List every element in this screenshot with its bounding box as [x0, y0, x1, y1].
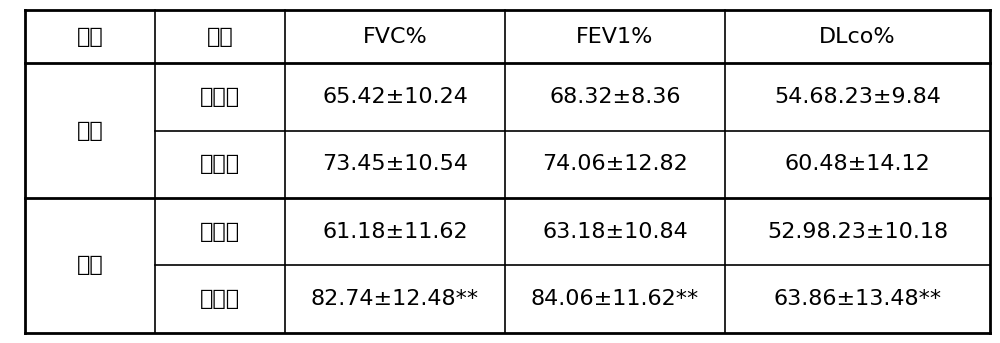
- Text: 82.74±12.48**: 82.74±12.48**: [311, 289, 479, 309]
- Text: 治疗后: 治疗后: [200, 154, 240, 175]
- Text: 63.18±10.84: 63.18±10.84: [542, 222, 688, 242]
- Text: DLco%: DLco%: [819, 27, 896, 47]
- Text: 组别: 组别: [77, 27, 103, 47]
- Text: 时间: 时间: [207, 27, 233, 47]
- Text: FVC%: FVC%: [363, 27, 427, 47]
- Text: 治疗前: 治疗前: [200, 222, 240, 242]
- Text: 63.86±13.48**: 63.86±13.48**: [773, 289, 942, 309]
- Text: 65.42±10.24: 65.42±10.24: [322, 87, 468, 107]
- Text: 52.98.23±10.18: 52.98.23±10.18: [767, 222, 948, 242]
- Text: 一组: 一组: [77, 121, 103, 141]
- Text: 54.68.23±9.84: 54.68.23±9.84: [774, 87, 941, 107]
- Text: 61.18±11.62: 61.18±11.62: [322, 222, 468, 242]
- Text: 60.48±14.12: 60.48±14.12: [785, 154, 930, 175]
- Text: 治疗前: 治疗前: [200, 87, 240, 107]
- Text: 74.06±12.82: 74.06±12.82: [542, 154, 688, 175]
- Text: 73.45±10.54: 73.45±10.54: [322, 154, 468, 175]
- Text: 治疗后: 治疗后: [200, 289, 240, 309]
- Text: 68.32±8.36: 68.32±8.36: [549, 87, 681, 107]
- Text: FEV1%: FEV1%: [576, 27, 654, 47]
- Text: 84.06±11.62**: 84.06±11.62**: [531, 289, 699, 309]
- Text: 二组: 二组: [77, 256, 103, 275]
